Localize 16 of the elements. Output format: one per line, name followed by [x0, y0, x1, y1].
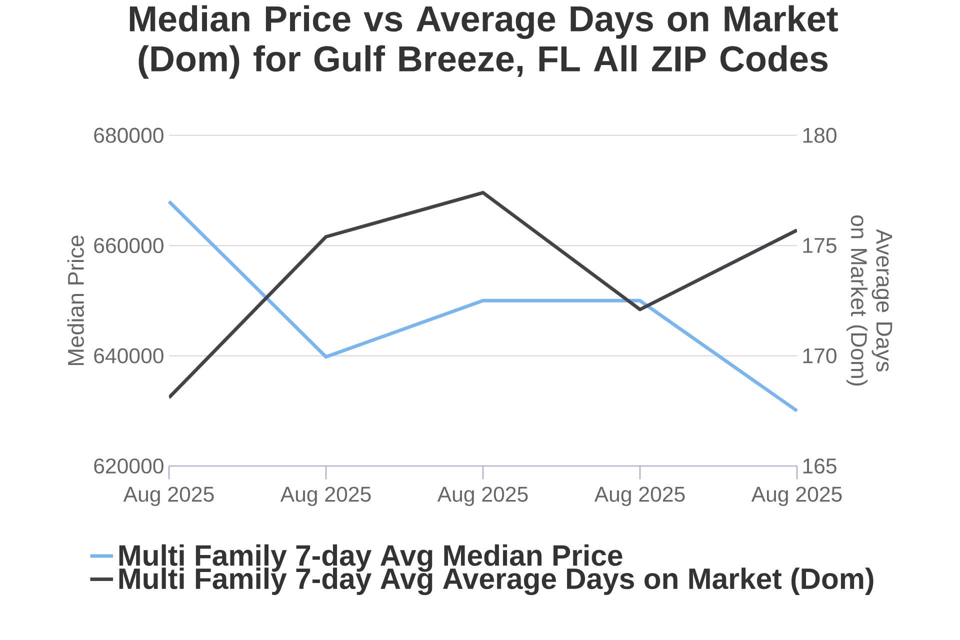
y-tick-label: 640000 [94, 348, 164, 364]
y2-tick-label: 175 [803, 238, 836, 253]
x-tick-label: Aug 2025 [280, 486, 371, 506]
x-tick-label: Aug 2025 [594, 486, 685, 506]
y2-tick-label: 180 [803, 128, 836, 143]
y2-tick-label: 165 [803, 458, 836, 474]
y-axis-title: Median Price [67, 236, 84, 365]
y-tick-label: 680000 [94, 128, 164, 143]
x-tick-label: Aug 2025 [751, 486, 842, 506]
y-tick-label: 660000 [94, 238, 164, 254]
x-tick-label: Aug 2025 [437, 486, 528, 506]
y2-axis-title: Average Days on Market (Dom) [846, 215, 892, 386]
y2-tick-label: 170 [803, 348, 836, 364]
chart-title: Median Price vs Average Days on Market (Dom) for Gulf Breeze, FL All ZIP Codes [130, 5, 838, 79]
x-tick-label: Aug 2025 [123, 486, 214, 506]
y-tick-label: 620000 [94, 458, 164, 474]
